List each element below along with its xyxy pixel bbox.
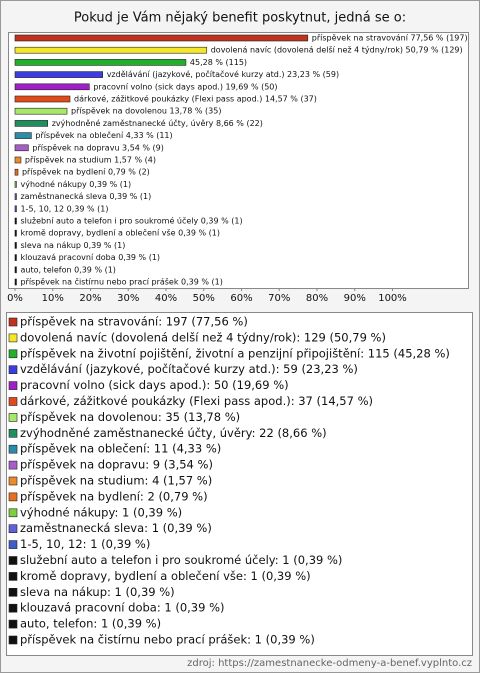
legend-swatch <box>8 381 18 390</box>
legend <box>6 312 473 656</box>
legend-label: sleva na nákup: 1 (0,39 %) <box>20 585 175 599</box>
legend-label: klouzavá pracovní doba: 1 (0,39 %) <box>20 601 225 615</box>
legend-label: příspěvek na čistírnu nebo prací prášek:… <box>20 633 315 647</box>
x-tick-label: 70% <box>268 293 290 304</box>
bar-label: klouzavá pracovní doba 0,39 % (1) <box>20 253 160 262</box>
legend-label: výhodné nákupy: 1 (0,39 %) <box>20 505 182 519</box>
legend-label: kromě dopravy, bydlení a oblečení vše: 1… <box>20 569 311 583</box>
legend-label: příspěvek na bydlení: 2 (0,79 %) <box>20 489 208 503</box>
x-tick-label: 20% <box>79 293 101 304</box>
bar-label: příspěvek na dopravu 3,54 % (9) <box>32 143 164 152</box>
legend-swatch <box>8 460 18 470</box>
legend-label: vzdělávání (jazykové, počítačové kurzy a… <box>20 362 358 376</box>
legend-swatch <box>8 349 18 359</box>
legend-label: příspěvek na dovolenou: 35 (13,78 %) <box>20 410 240 424</box>
legend-swatch <box>8 556 18 565</box>
bar <box>14 132 32 139</box>
bar <box>14 71 103 78</box>
bar <box>14 181 17 188</box>
bar-label: vzdělávání (jazykové, počítačové kurzy a… <box>107 69 339 79</box>
source: zdroj: https://zamestnanecke-odmeny-a-be… <box>187 658 472 669</box>
bar-label: příspěvek na studium 1,57 % (4) <box>25 156 156 165</box>
legend-swatch <box>8 603 18 613</box>
x-tick-label: 30% <box>117 293 139 304</box>
bar <box>14 229 17 237</box>
x-tick-label: 0% <box>7 293 23 304</box>
legend-swatch <box>8 492 18 502</box>
bar <box>14 168 19 176</box>
bar <box>14 278 17 286</box>
bar <box>14 107 68 115</box>
legend-label: dárkové, zážitkové poukázky (Flexi pass … <box>20 394 373 408</box>
bar-label: 1-5, 10, 12 0,39 % (1) <box>20 204 108 213</box>
bar <box>14 59 187 66</box>
bar-label: příspěvek na čistírnu nebo prací prášek … <box>20 277 222 287</box>
bar-label: příspěvek na bydlení 0,79 % (2) <box>22 168 150 177</box>
x-tick-label: 40% <box>155 293 177 304</box>
legend-swatch <box>8 397 18 406</box>
legend-swatch <box>8 428 18 438</box>
legend-swatch <box>8 540 18 549</box>
bar-label: příspěvek na oblečení 4,33 % (11) <box>35 130 172 140</box>
legend-swatch <box>8 365 18 375</box>
bar <box>14 46 208 54</box>
legend-swatch <box>8 524 18 534</box>
legend-label: pracovní volno (sick days apod.): 50 (19… <box>20 378 289 392</box>
bar-label: dovolená navíc (dovolená delší než 4 týd… <box>211 45 463 55</box>
bar-label: auto, telefon 0,39 % (1) <box>20 265 115 274</box>
x-tick-label: 60% <box>230 293 252 304</box>
legend-swatch <box>8 413 18 422</box>
legend-label: příspěvek na stravování: 197 (77,56 %) <box>20 315 248 329</box>
x-tick-label: 50% <box>193 293 215 304</box>
legend-swatch <box>8 619 18 629</box>
legend-label: zaměstnanecká sleva: 1 (0,39 %) <box>20 521 212 535</box>
legend-label: 1-5, 10, 12: 1 (0,39 %) <box>20 537 150 551</box>
bar-label: zvýhodněné zaměstnanecké účty, úvěry 8,6… <box>52 118 263 128</box>
bar <box>14 266 17 274</box>
bar-label: zaměstnanecká sleva 0,39 % (1) <box>20 192 151 201</box>
bar-label: služební auto a telefon i pro soukromé ú… <box>20 216 242 226</box>
x-tick-label: 100% <box>378 293 407 304</box>
bar <box>14 34 309 42</box>
bar <box>14 254 17 261</box>
legend-swatch <box>8 635 18 645</box>
legend-label: dovolená navíc (dovolená delší než 4 týd… <box>20 330 386 344</box>
bar <box>14 193 17 200</box>
bar <box>14 217 17 225</box>
bar-label: dárkové, zážitkové poukázky (Flexi pass … <box>74 94 317 104</box>
bar <box>14 156 22 164</box>
legend-label: služební auto a telefon i pro soukromé ú… <box>20 553 342 567</box>
legend-swatch <box>8 476 18 486</box>
x-tick-label: 90% <box>344 293 366 304</box>
bar <box>14 144 29 152</box>
bar <box>14 95 71 103</box>
bar-label: 45,28 % (115) <box>190 58 247 67</box>
legend-swatch <box>8 333 18 343</box>
legend-swatch <box>8 317 18 327</box>
bar-label: kromě dopravy, bydlení a oblečení vše 0,… <box>20 228 219 238</box>
legend-label: zvýhodněné zaměstnanecké účty, úvěry: 22… <box>20 426 327 440</box>
x-tick-label: 10% <box>42 293 64 304</box>
legend-swatch <box>8 587 18 597</box>
legend-label: příspěvek na životní pojištění, životní … <box>20 346 450 360</box>
bar-label: výhodné nákupy 0,39 % (1) <box>20 179 131 189</box>
legend-label: příspěvek na studium: 4 (1,57 %) <box>20 474 212 488</box>
legend-label: auto, telefon: 1 (0,39 %) <box>20 617 161 631</box>
bar-label: příspěvek na stravování 77,56 % (197) <box>312 34 468 43</box>
bar <box>14 242 17 249</box>
legend-label: příspěvek na oblečení: 11 (4,33 %) <box>20 442 221 456</box>
legend-swatch <box>8 444 18 454</box>
legend-label: příspěvek na dopravu: 9 (3,54 %) <box>20 458 213 472</box>
legend-swatch <box>8 508 18 518</box>
bar-label: příspěvek na dovolenou 13,78 % (35) <box>71 107 221 116</box>
chart-title: Pokud je Vám nějaký benefit poskytnut, j… <box>74 11 406 26</box>
bar <box>14 205 17 213</box>
bar-label: pracovní volno (sick days apod.) 19,69 %… <box>93 82 277 91</box>
x-tick-label: 80% <box>306 293 328 304</box>
bar-label: sleva na nákup 0,39 % (1) <box>20 241 125 250</box>
bar <box>14 120 48 127</box>
bar <box>14 83 90 91</box>
legend-swatch <box>8 572 18 581</box>
